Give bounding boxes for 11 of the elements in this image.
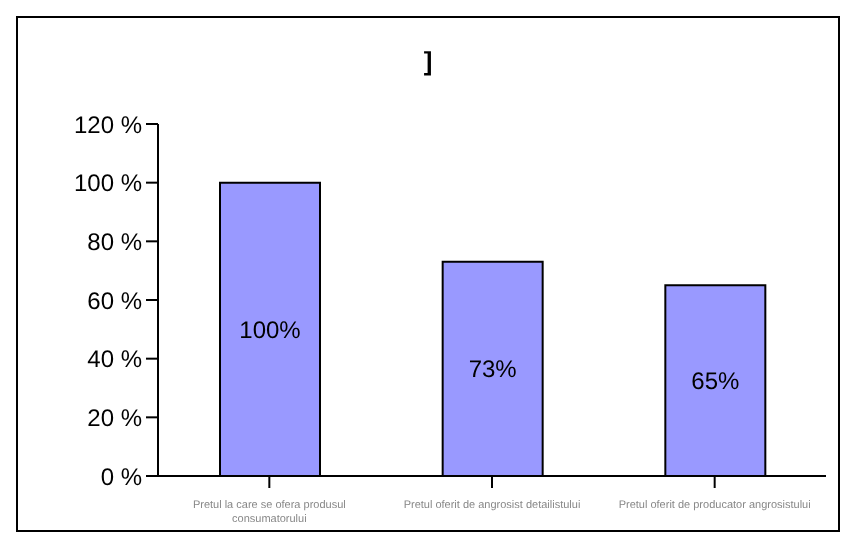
y-tick-label: 120 % <box>73 110 143 139</box>
y-tick-label: 80 % <box>87 227 143 256</box>
y-tick-label: 40 % <box>87 345 143 374</box>
chart-title: ] <box>421 46 435 76</box>
data-label: 73% <box>468 355 518 384</box>
data-label: 65% <box>691 367 740 396</box>
y-tick-label: 100 % <box>73 169 143 198</box>
y-tick-label: 60 % <box>87 286 143 315</box>
data-label: 100% <box>239 315 302 344</box>
y-tick-label: 0 % <box>100 462 143 491</box>
y-tick-label: 20 % <box>87 403 143 432</box>
